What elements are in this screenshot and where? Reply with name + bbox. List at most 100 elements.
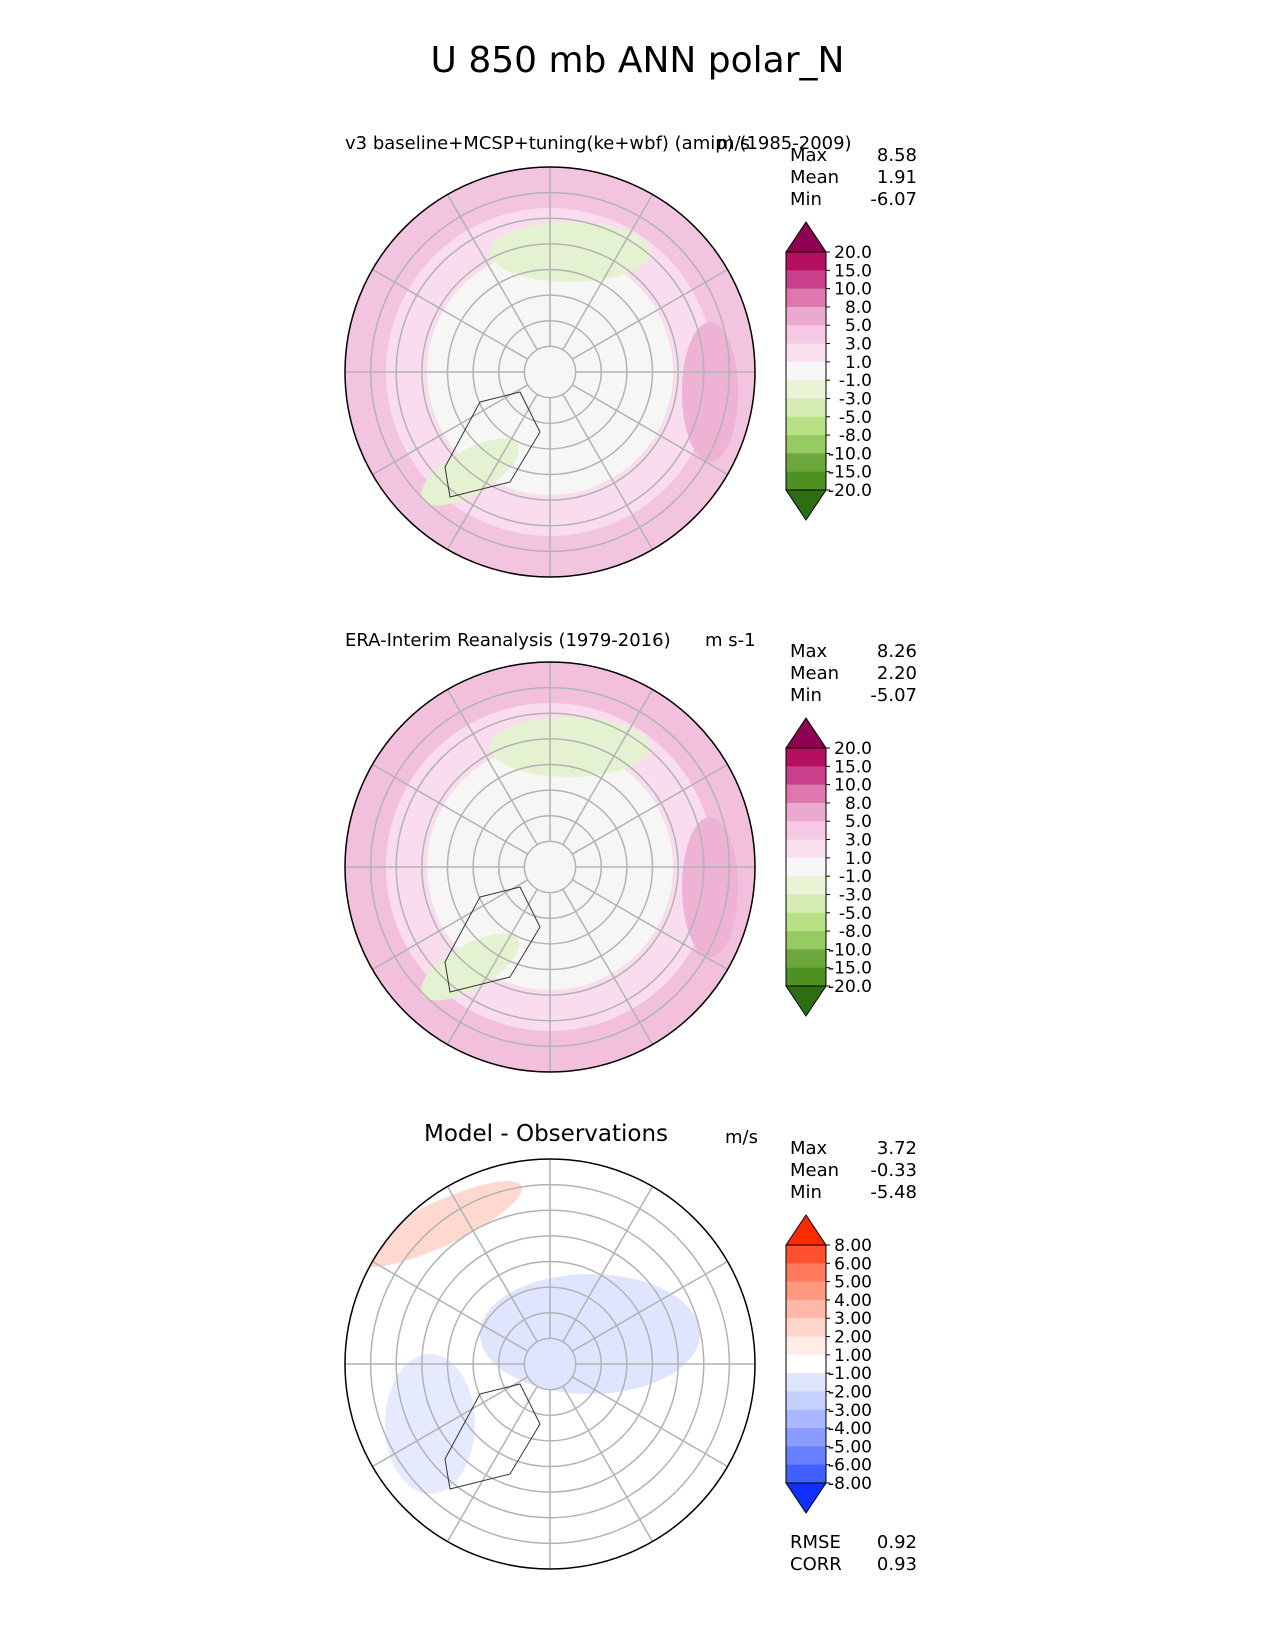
panel-3-min-value: -5.48 — [870, 1182, 917, 1203]
meridian-240 — [446, 1186, 538, 1343]
colorbar-tick-label-9: -5.0 — [839, 904, 872, 924]
colorbar-frame — [785, 747, 827, 987]
map-boundary — [344, 1158, 756, 1570]
colorbar-tick-label-2: 10.0 — [834, 776, 872, 796]
colorbar-segment-5 — [786, 839, 826, 859]
panel-1-mean-value: 1.91 — [876, 167, 917, 188]
colorbar-extend-bottom — [785, 985, 827, 1017]
colorbar-tick-label-12: -15.0 — [828, 463, 872, 483]
colorbar-tick-label-2: 5.00 — [834, 1273, 872, 1293]
panel-1-max-label: Max — [790, 145, 828, 166]
colorbar-extend-top — [785, 221, 827, 253]
panel-3-title: Model - Observations — [424, 1121, 669, 1147]
colorbar-tick-label-3: 8.0 — [845, 298, 872, 318]
colorbar-segment-2 — [786, 1281, 826, 1301]
field-positive-region — [357, 1181, 523, 1267]
panel-2-polar-map — [344, 661, 756, 1073]
colorbar-frame — [785, 251, 827, 491]
meridian-30 — [571, 1376, 728, 1468]
meridian-60 — [562, 1385, 654, 1542]
panel-1-title: v3 baseline+MCSP+tuning(ke+wbf) (amip) (… — [345, 133, 852, 154]
colorbar-frame — [785, 1244, 827, 1484]
colorbar-segment-6 — [786, 361, 826, 381]
colorbar-segment-4 — [786, 1318, 826, 1338]
meridian-300 — [562, 1186, 654, 1343]
panel-1-units: m/s — [717, 133, 750, 154]
colorbar-tick-label-9: -5.0 — [839, 408, 872, 428]
colorbar-tick-label-10: -4.00 — [828, 1419, 872, 1439]
map-boundary — [344, 661, 756, 1073]
rmse-value: 0.92 — [876, 1532, 917, 1553]
colorbar-tick-label-3: 8.0 — [845, 794, 872, 814]
panel-2-title: ERA-Interim Reanalysis (1979-2016) — [345, 630, 671, 651]
panel-2-mean-label: Mean — [790, 663, 840, 684]
colorbar-tick-label-11: -5.00 — [828, 1437, 872, 1457]
colorbar-extend-bottom — [785, 1482, 827, 1514]
colorbar-segment-11 — [786, 949, 826, 969]
panel-1-min-label: Min — [790, 189, 822, 210]
meridian-150 — [372, 1376, 529, 1468]
colorbar-segment-3 — [786, 306, 826, 326]
panel-1-mean-label: Mean — [790, 167, 840, 188]
colorbar-segment-10 — [786, 931, 826, 950]
colorbar-tick-label-0: 20.0 — [834, 739, 872, 759]
corr-value: 0.93 — [876, 1554, 917, 1575]
panel-2-max-value: 8.26 — [876, 641, 917, 662]
panel-3-max-label: Max — [790, 1138, 828, 1159]
colorbar-tick-label-11: -10.0 — [828, 940, 872, 960]
coastline-greenland — [444, 1383, 541, 1490]
colorbar-segment-1 — [786, 270, 826, 290]
colorbar-tick-label-5: 3.0 — [845, 831, 872, 851]
panel-2-max-label: Max — [790, 641, 828, 662]
colorbar-tick-label-7: -1.00 — [828, 1364, 872, 1384]
meridian-120 — [446, 393, 538, 550]
meridian-150 — [372, 384, 529, 476]
colorbar-extend-top — [785, 1214, 827, 1246]
panel-1-max-value: 8.58 — [876, 145, 917, 166]
meridian-300 — [562, 689, 654, 846]
corr-label: CORR — [790, 1554, 842, 1575]
colorbar-tick-label-5: 3.0 — [845, 335, 872, 355]
field-negative-region — [480, 1274, 700, 1394]
colorbar-segment-7 — [786, 876, 826, 895]
colorbar-segment-9 — [786, 912, 826, 932]
meridian-150 — [372, 879, 529, 971]
colorbar-tick-label-2: 10.0 — [834, 280, 872, 300]
colorbar-extend-bottom — [785, 489, 827, 521]
colorbar-extend-top — [785, 717, 827, 749]
coastline-greenland — [444, 886, 541, 993]
colorbar-tick-label-8: -3.0 — [839, 885, 872, 905]
colorbar-tick-label-6: 1.00 — [834, 1346, 872, 1366]
meridian-30 — [571, 384, 728, 476]
panel-2-min-value: -5.07 — [870, 685, 917, 706]
panel-3-colorbar: 8.006.005.004.003.002.001.00-1.00-2.00-3… — [785, 1214, 872, 1514]
colorbar-tick-label-10: -8.0 — [839, 426, 872, 446]
meridian-60 — [562, 393, 654, 550]
colorbar-segment-0 — [786, 1245, 826, 1264]
panel-1-colorbar: 20.015.010.08.05.03.01.0-1.0-3.0-5.0-8.0… — [785, 221, 872, 521]
meridian-300 — [562, 194, 654, 351]
meridian-120 — [446, 1385, 538, 1542]
colorbar-tick-label-7: -1.0 — [839, 371, 872, 391]
meridian-60 — [562, 888, 654, 1045]
colorbar-segment-8 — [786, 398, 826, 418]
colorbar-segment-9 — [786, 416, 826, 436]
colorbar-tick-label-13: -20.0 — [828, 977, 872, 997]
meridian-30 — [571, 879, 728, 971]
colorbar-segment-8 — [786, 894, 826, 914]
field-weak-wind-region — [490, 717, 650, 777]
colorbar-segment-2 — [786, 288, 826, 308]
colorbar-segment-1 — [786, 1263, 826, 1283]
colorbar-segment-8 — [786, 1391, 826, 1411]
colorbar-tick-label-13: -20.0 — [828, 481, 872, 501]
colorbar-segment-12 — [786, 967, 826, 987]
colorbar-segment-6 — [786, 1354, 826, 1374]
colorbar-segment-3 — [786, 802, 826, 822]
colorbar-tick-label-8: -3.0 — [839, 389, 872, 409]
colorbar-tick-label-13: -8.00 — [828, 1474, 872, 1494]
meridian-210 — [372, 268, 529, 360]
colorbar-segment-12 — [786, 471, 826, 491]
colorbar-tick-label-1: 15.0 — [834, 757, 872, 777]
colorbar-tick-label-4: 3.00 — [834, 1309, 872, 1329]
map-boundary — [344, 166, 756, 578]
